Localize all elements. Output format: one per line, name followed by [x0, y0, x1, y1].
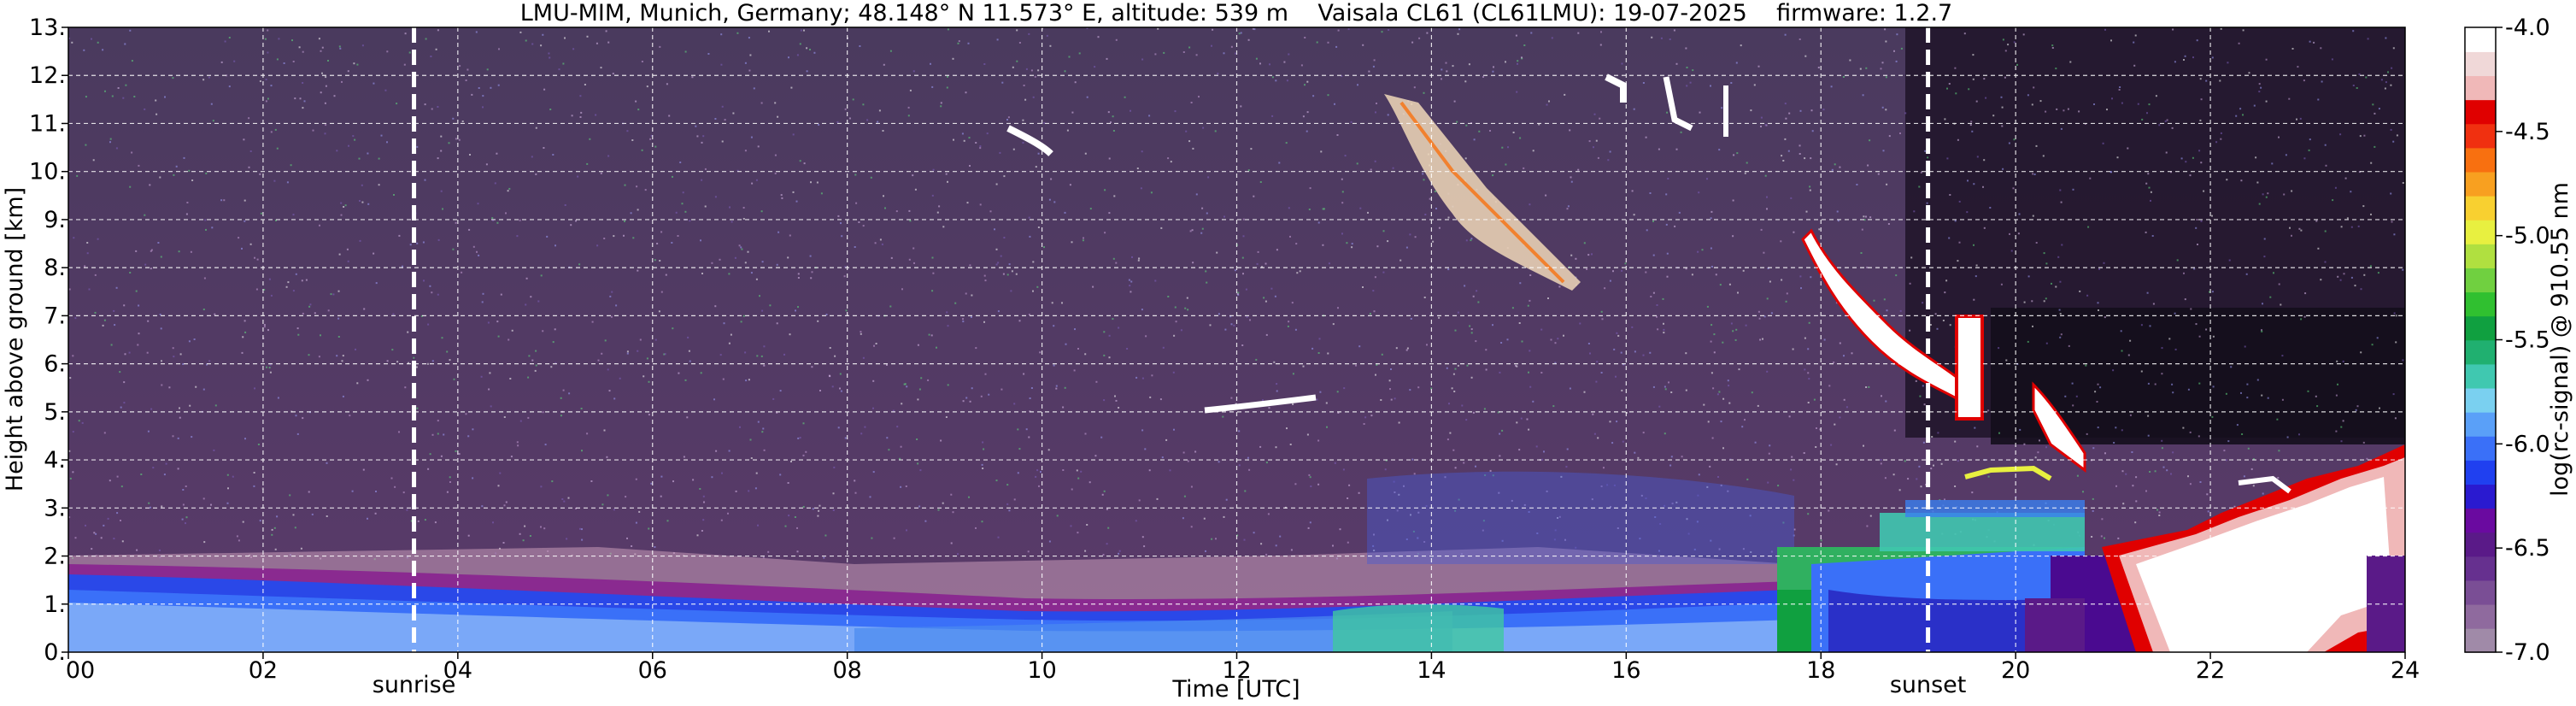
y-tick-label: 9.	[44, 207, 66, 233]
x-tick-label: 10	[1027, 657, 1056, 684]
colorbar-tick-label: -4.0	[2505, 15, 2550, 41]
colorbar-segment	[2465, 508, 2496, 533]
colorbar-segment	[2465, 291, 2496, 317]
x-tick-label: 04	[443, 657, 472, 684]
sun-markers: sunrise sunset	[373, 27, 1967, 698]
colorbar-tick-label: -4.5	[2505, 119, 2550, 145]
x-tick-label: 20	[2001, 657, 2030, 684]
y-axis-label: Height above ground [km]	[2, 187, 28, 491]
colorbar-segment	[2465, 51, 2496, 77]
colorbar-tick-label: -5.5	[2505, 327, 2550, 354]
colorbar: -4.0 -4.5 -5.0 -5.5 -6.0 -6.5 -7.0	[2464, 15, 2550, 666]
sunrise-label: sunrise	[373, 672, 456, 698]
y-tick-label: 2.	[44, 544, 66, 570]
x-tick-label: 18	[1806, 657, 1835, 684]
colorbar-segment	[2465, 484, 2496, 509]
colorbar-segment	[2465, 627, 2496, 653]
y-tick-label: 11.	[29, 110, 66, 137]
y-tick-label: 10.	[29, 159, 66, 185]
colorbar-segment	[2465, 435, 2496, 461]
colorbar-segment	[2465, 268, 2496, 293]
y-tick-label: 13.	[29, 15, 66, 41]
colorbar-tick-label: -7.0	[2505, 639, 2550, 666]
grid	[68, 27, 2405, 652]
x-tick-label: 22	[2196, 657, 2225, 684]
colorbar-segment	[2465, 387, 2496, 413]
sunset-label: sunset	[1890, 672, 1967, 698]
colorbar-tick-label: -6.5	[2505, 535, 2550, 562]
colorbar-segment	[2465, 195, 2496, 221]
colorbar-segment	[2465, 99, 2496, 125]
x-tick-label: 00	[66, 657, 95, 684]
colorbar-label: log(rc-signal) @ 910.55 nm	[2547, 182, 2573, 497]
y-tick-label: 8.	[44, 255, 66, 281]
x-tick-label: 14	[1417, 657, 1446, 684]
x-tick-label: 08	[832, 657, 861, 684]
colorbar-segment	[2465, 460, 2496, 485]
backscatter-field	[68, 27, 2405, 652]
colorbar-tick-label: -5.0	[2505, 223, 2550, 250]
colorbar-segment	[2465, 363, 2496, 389]
y-tick-label: 6.	[44, 351, 66, 378]
colorbar-segment	[2465, 123, 2496, 149]
chart-title: LMU-MIM, Munich, Germany; 48.148° N 11.5…	[520, 0, 1953, 26]
colorbar-segment	[2465, 171, 2496, 197]
y-axis-ticks: 0. 1. 2. 3. 4. 5. 6. 7. 8. 9. 10. 11. 12. 13.	[29, 15, 68, 666]
y-tick-label: 4.	[44, 447, 66, 474]
colorbar-segment	[2465, 532, 2496, 557]
x-tick-label: 24	[2391, 657, 2420, 684]
y-tick-label: 7.	[44, 303, 66, 329]
colorbar-segment	[2465, 219, 2496, 244]
y-tick-label: 3.	[44, 495, 66, 521]
y-tick-label: 5.	[44, 399, 66, 426]
colorbar-segment	[2465, 411, 2496, 437]
colorbar-tick-label: -6.0	[2505, 431, 2550, 457]
colorbar-segment	[2465, 339, 2496, 365]
x-tick-label: 06	[638, 657, 667, 684]
colorbar-segment	[2465, 603, 2496, 629]
y-tick-label: 1.	[44, 591, 66, 618]
colorbar-segment	[2465, 27, 2496, 52]
x-tick-label: 12	[1222, 657, 1251, 684]
x-tick-label: 02	[249, 657, 278, 684]
y-tick-label: 12.	[29, 62, 66, 89]
y-tick-label: 0.	[44, 639, 66, 666]
x-axis-label: Time [UTC]	[1171, 676, 1300, 703]
colorbar-segment	[2465, 315, 2496, 341]
colorbar-segment	[2465, 244, 2496, 268]
x-tick-label: 16	[1611, 657, 1640, 684]
colorbar-segment	[2465, 75, 2496, 101]
x-axis-ticks: 00 02 04 06 08 10 12 14 16 18 20 22 24	[66, 652, 2420, 684]
colorbar-segment	[2465, 147, 2496, 173]
colorbar-segment	[2465, 556, 2496, 581]
colorbar-segment	[2465, 580, 2496, 605]
